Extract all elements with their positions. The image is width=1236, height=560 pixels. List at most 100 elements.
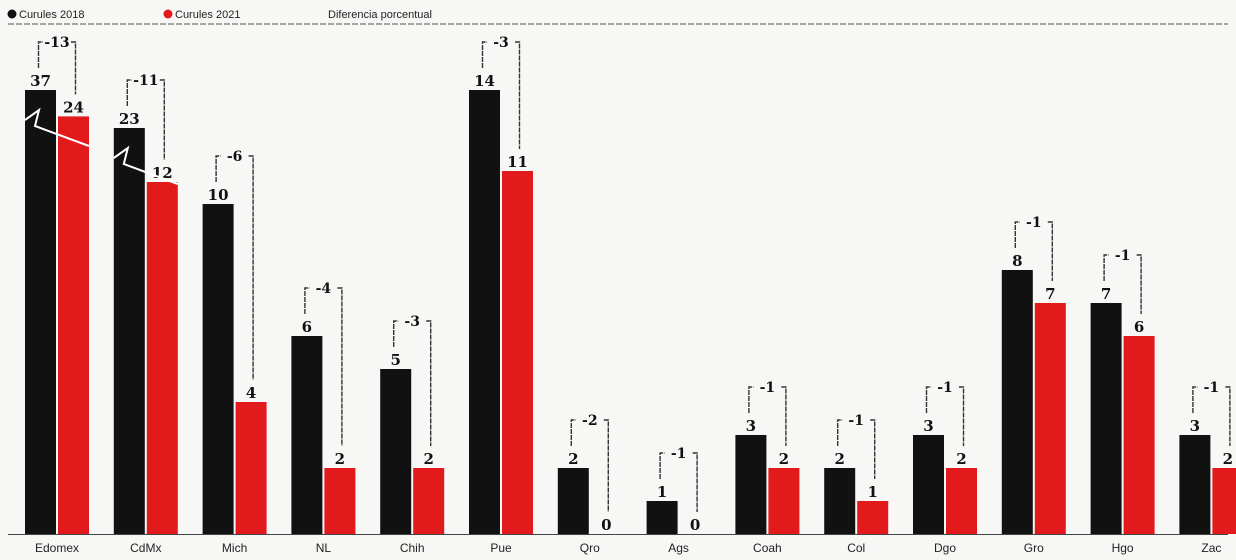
value-label-2021: 2 — [779, 450, 789, 468]
difference-label: -13 — [44, 35, 69, 51]
bar-2021 — [235, 402, 267, 534]
difference-bracket-right — [1225, 386, 1231, 446]
difference-bracket-left — [126, 79, 132, 106]
bar-2018 — [113, 128, 145, 534]
category-label: Qro — [580, 541, 600, 555]
bar-2021 — [1123, 336, 1155, 534]
value-label-2018: 2 — [834, 450, 844, 468]
category-label: NL — [316, 541, 332, 555]
difference-bracket-left — [748, 386, 754, 413]
category-label: CdMx — [130, 541, 161, 555]
category-label: Coah — [753, 541, 782, 555]
difference-label: -2 — [582, 413, 598, 429]
value-label-2021: 2 — [956, 450, 966, 468]
axis-break-mark — [24, 107, 90, 147]
bar-2021 — [1212, 468, 1236, 534]
difference-bracket-right — [159, 79, 165, 160]
value-label-2021: 0 — [601, 516, 611, 534]
difference-label: -1 — [671, 446, 687, 462]
value-label-2021: 2 — [1223, 450, 1233, 468]
difference-bracket-right — [426, 320, 432, 446]
value-label-2021: 24 — [63, 98, 84, 116]
legend-item-difference: Diferencia porcentual — [328, 9, 432, 21]
value-label-2018: 2 — [568, 450, 578, 468]
bar-2018 — [1179, 435, 1211, 534]
difference-bracket-right — [692, 452, 698, 512]
value-label-2018: 3 — [923, 417, 933, 435]
difference-bracket-right — [959, 386, 965, 446]
bar-2018 — [1001, 270, 1033, 534]
bar-2018 — [202, 204, 234, 534]
bar-2018 — [557, 468, 589, 534]
value-label-2018: 3 — [1190, 417, 1200, 435]
bar-2021 — [146, 182, 178, 534]
difference-bracket-left — [481, 41, 487, 68]
value-label-2018: 23 — [119, 110, 140, 128]
category-label: Dgo — [934, 541, 956, 555]
difference-bracket-left — [570, 419, 576, 446]
bar-2018 — [646, 501, 678, 534]
difference-bracket-left — [925, 386, 931, 413]
difference-bracket-right — [781, 386, 787, 446]
bar-2021 — [502, 171, 533, 534]
value-label-2021: 2 — [335, 450, 345, 468]
difference-bracket-left — [837, 419, 843, 446]
bar-2018 — [735, 435, 767, 534]
bar-2021 — [768, 468, 800, 534]
bar-2021 — [58, 116, 89, 535]
difference-bracket-right — [337, 287, 343, 446]
value-label-2021: 1 — [867, 483, 877, 501]
difference-bracket-right — [1136, 254, 1142, 314]
difference-bracket-right — [248, 155, 254, 380]
difference-bracket-right — [603, 419, 609, 512]
bar-2021 — [413, 468, 445, 534]
plot-area: 3724-13Edomex2312-11CdMx104-6Mich62-4NL5… — [8, 35, 1236, 555]
value-label-2018: 7 — [1101, 285, 1111, 303]
difference-label: -6 — [227, 149, 243, 165]
difference-label: -11 — [133, 73, 158, 89]
bar-2018 — [380, 369, 412, 534]
category-label: Zac — [1201, 541, 1221, 555]
bar-2021 — [946, 468, 977, 534]
value-label-2018: 14 — [474, 72, 495, 90]
difference-label: -4 — [316, 281, 332, 297]
bar-2018 — [469, 90, 500, 534]
bar-2018 — [913, 435, 944, 534]
category-label: Col — [847, 541, 865, 555]
value-label-2021: 7 — [1045, 285, 1055, 303]
difference-bracket-left — [393, 320, 399, 347]
bar-2018 — [25, 90, 56, 534]
value-label-2021: 6 — [1134, 318, 1144, 336]
bar-2021 — [324, 468, 356, 534]
value-label-2021: 12 — [152, 164, 173, 182]
category-label: Ags — [668, 541, 689, 555]
value-label-2021: 11 — [507, 153, 528, 171]
category-label: Mich — [222, 541, 247, 555]
category-label: Hgo — [1112, 541, 1134, 555]
difference-label: -3 — [493, 35, 509, 51]
value-label-2018: 10 — [208, 186, 229, 204]
value-label-2018: 5 — [390, 351, 400, 369]
category-label: Gro — [1024, 541, 1044, 555]
value-label-2018: 6 — [302, 318, 312, 336]
difference-label: -1 — [937, 380, 953, 396]
value-label-2021: 4 — [246, 384, 256, 402]
difference-label: -1 — [848, 413, 864, 429]
value-label-2021: 0 — [690, 516, 700, 534]
difference-bracket-left — [37, 41, 43, 68]
value-label-2018: 37 — [30, 72, 51, 90]
difference-label: -1 — [760, 380, 776, 396]
difference-bracket-left — [304, 287, 310, 314]
bar-2021 — [857, 501, 889, 534]
legend-marker-2021 — [163, 9, 173, 19]
legend: Curules 2018 Curules 2021 Diferencia por… — [7, 9, 1228, 25]
bar-2018 — [1090, 303, 1122, 534]
difference-bracket-right — [71, 41, 77, 95]
category-label: Edomex — [35, 541, 79, 555]
difference-bracket-right — [1047, 221, 1053, 281]
bar-2018 — [291, 336, 323, 534]
value-label-2018: 1 — [657, 483, 667, 501]
value-label-2021: 2 — [423, 450, 433, 468]
legend-item-2018: Curules 2018 — [19, 9, 84, 21]
